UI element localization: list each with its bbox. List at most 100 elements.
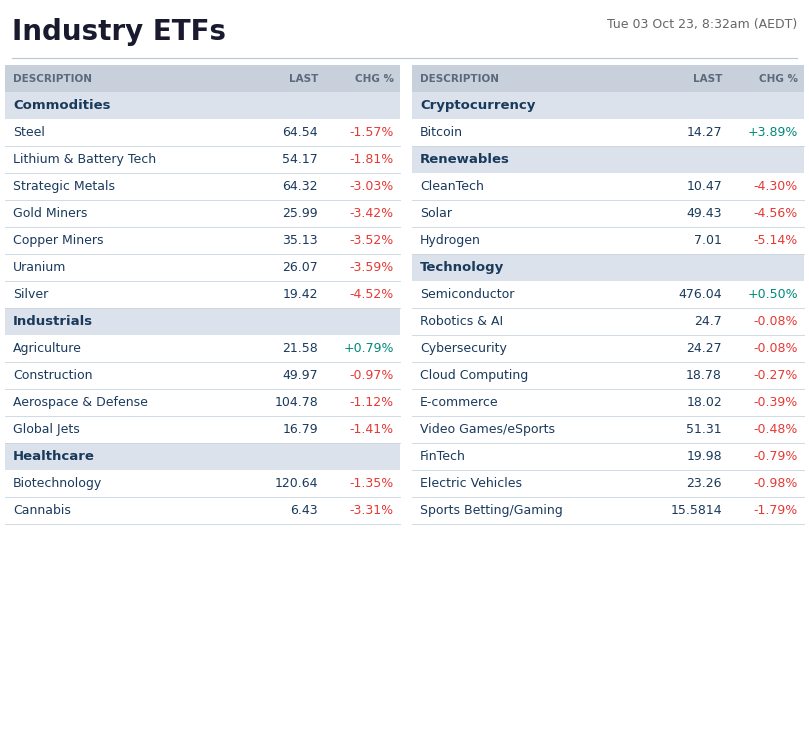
Text: Healthcare: Healthcare [13, 450, 95, 463]
Bar [5, 443, 400, 470]
Text: -1.41%: -1.41% [349, 423, 394, 436]
Bar [5, 389, 400, 416]
Text: 49.97: 49.97 [282, 369, 318, 382]
Text: Commodities: Commodities [13, 99, 111, 112]
Text: 18.02: 18.02 [686, 396, 722, 409]
Text: Semiconductor: Semiconductor [420, 288, 515, 301]
Text: E-commerce: E-commerce [420, 396, 498, 409]
Text: Silver: Silver [13, 288, 49, 301]
Text: -1.35%: -1.35% [349, 477, 394, 490]
Text: -4.52%: -4.52% [349, 288, 394, 301]
Text: -0.08%: -0.08% [753, 342, 798, 355]
Text: Technology: Technology [420, 261, 504, 274]
Text: 35.13: 35.13 [282, 234, 318, 247]
Text: LAST: LAST [289, 73, 318, 84]
Bar [5, 497, 400, 524]
Text: -1.12%: -1.12% [349, 396, 394, 409]
Text: Global Jets: Global Jets [13, 423, 80, 436]
Text: 6.43: 6.43 [290, 504, 318, 517]
Text: Uranium: Uranium [13, 261, 66, 274]
Bar [5, 227, 400, 254]
Text: CHG %: CHG % [759, 73, 798, 84]
Text: 15.5814: 15.5814 [671, 504, 722, 517]
Text: 23.26: 23.26 [687, 477, 722, 490]
Bar [5, 65, 400, 92]
Text: Biotechnology: Biotechnology [13, 477, 102, 490]
Text: Bitcoin: Bitcoin [420, 126, 463, 139]
Bar [5, 308, 400, 335]
Text: 21.58: 21.58 [282, 342, 318, 355]
Text: 51.31: 51.31 [686, 423, 722, 436]
Bar [412, 119, 804, 146]
Bar [5, 146, 400, 173]
Text: Tue 03 Oct 23, 8:32am (AEDT): Tue 03 Oct 23, 8:32am (AEDT) [607, 18, 797, 31]
Text: -0.27%: -0.27% [754, 369, 798, 382]
Text: -0.39%: -0.39% [754, 396, 798, 409]
Text: 64.54: 64.54 [282, 126, 318, 139]
Text: Video Games/eSports: Video Games/eSports [420, 423, 555, 436]
Bar [5, 92, 400, 119]
Bar [5, 200, 400, 227]
Text: 24.27: 24.27 [686, 342, 722, 355]
Text: +3.89%: +3.89% [748, 126, 798, 139]
Bar [5, 335, 400, 362]
Text: CHG %: CHG % [355, 73, 394, 84]
Text: -1.79%: -1.79% [754, 504, 798, 517]
Text: DESCRIPTION: DESCRIPTION [13, 73, 92, 84]
Text: 64.32: 64.32 [282, 180, 318, 193]
Text: LAST: LAST [693, 73, 722, 84]
Text: -3.42%: -3.42% [349, 207, 394, 220]
Bar [5, 254, 400, 281]
Bar [412, 389, 804, 416]
Text: Lithium & Battery Tech: Lithium & Battery Tech [13, 153, 156, 166]
Text: Gold Miners: Gold Miners [13, 207, 87, 220]
Text: Robotics & AI: Robotics & AI [420, 315, 503, 328]
Text: -0.97%: -0.97% [349, 369, 394, 382]
Bar [412, 200, 804, 227]
Bar [412, 92, 804, 119]
Text: Industrials: Industrials [13, 315, 93, 328]
Text: -3.52%: -3.52% [349, 234, 394, 247]
Bar [412, 416, 804, 443]
Bar [412, 335, 804, 362]
Text: -4.30%: -4.30% [754, 180, 798, 193]
Bar [412, 443, 804, 470]
Text: Cloud Computing: Cloud Computing [420, 369, 528, 382]
Bar [5, 416, 400, 443]
Bar [412, 497, 804, 524]
Text: 104.78: 104.78 [274, 396, 318, 409]
Text: DESCRIPTION: DESCRIPTION [420, 73, 499, 84]
Bar [412, 308, 804, 335]
Text: Solar: Solar [420, 207, 452, 220]
Bar [412, 173, 804, 200]
Bar [412, 254, 804, 281]
Text: Construction: Construction [13, 369, 92, 382]
Text: 49.43: 49.43 [687, 207, 722, 220]
Text: -5.14%: -5.14% [754, 234, 798, 247]
Bar [5, 173, 400, 200]
Text: CleanTech: CleanTech [420, 180, 484, 193]
Text: FinTech: FinTech [420, 450, 466, 463]
Text: +0.79%: +0.79% [344, 342, 394, 355]
Text: 16.79: 16.79 [282, 423, 318, 436]
Bar [5, 119, 400, 146]
Text: Agriculture: Agriculture [13, 342, 82, 355]
Text: Electric Vehicles: Electric Vehicles [420, 477, 522, 490]
Bar [412, 65, 804, 92]
Text: -0.08%: -0.08% [753, 315, 798, 328]
Bar [412, 362, 804, 389]
Text: Aerospace & Defense: Aerospace & Defense [13, 396, 148, 409]
Text: 24.7: 24.7 [694, 315, 722, 328]
Text: 54.17: 54.17 [282, 153, 318, 166]
Text: 25.99: 25.99 [282, 207, 318, 220]
Text: -3.31%: -3.31% [349, 504, 394, 517]
Text: 19.42: 19.42 [282, 288, 318, 301]
Bar [412, 146, 804, 173]
Text: 19.98: 19.98 [686, 450, 722, 463]
Text: -3.03%: -3.03% [349, 180, 394, 193]
Bar [5, 470, 400, 497]
Text: Steel: Steel [13, 126, 44, 139]
Text: -0.98%: -0.98% [754, 477, 798, 490]
Text: Cybersecurity: Cybersecurity [420, 342, 507, 355]
Text: 26.07: 26.07 [282, 261, 318, 274]
